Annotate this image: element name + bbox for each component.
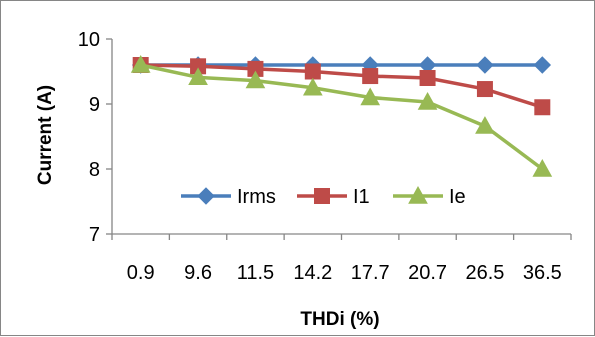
- data-point-irms: [476, 56, 494, 74]
- data-point-ie: [302, 77, 323, 96]
- data-point-ie: [245, 70, 266, 89]
- legend-marker: [408, 185, 428, 204]
- data-point-i1: [362, 68, 379, 85]
- data-point-i1: [476, 81, 493, 98]
- legend: Irms I1 Ie: [181, 185, 466, 208]
- legend-item-i1: I1: [297, 186, 370, 208]
- axes: 7 8 9 10 0.9 9.6 11.5 14.2 17.7 20.7 26.5 36.5: [78, 29, 572, 284]
- x-tick-label: 20.7: [408, 262, 447, 284]
- x-tick-label: 0.9: [127, 262, 155, 284]
- data-point-i1: [304, 63, 321, 80]
- legend-item-ie: Ie: [393, 185, 466, 208]
- x-tick-label: 26.5: [465, 262, 504, 284]
- legend-label: I1: [353, 186, 370, 208]
- legend-label: Ie: [449, 186, 466, 208]
- y-axis-title: Current (A): [35, 85, 56, 185]
- data-point-ie: [475, 116, 495, 134]
- series-line-ie: [140, 63, 544, 171]
- data-point-ie: [532, 158, 553, 177]
- legend-label: Irms: [237, 186, 276, 208]
- series-layer: [130, 54, 553, 177]
- x-axis-title: THDi (%): [300, 309, 379, 330]
- y-tick-label: 8: [89, 159, 100, 181]
- legend-marker: [197, 187, 215, 205]
- y-tick-label: 7: [89, 224, 100, 246]
- series-line-i1: [140, 63, 543, 109]
- legend-item-irms: Irms: [181, 186, 276, 208]
- x-tick-label: 36.5: [523, 262, 562, 284]
- data-point-ie: [360, 87, 381, 106]
- y-tick-label: 9: [89, 94, 100, 116]
- series-ie: [130, 54, 553, 177]
- data-point-i1: [419, 70, 436, 86]
- data-point-ie: [417, 92, 438, 110]
- data-point-i1: [534, 99, 551, 116]
- x-tick-label: 9.6: [184, 262, 212, 284]
- y-tick-label: 10: [78, 29, 100, 51]
- data-point-ie: [130, 54, 151, 73]
- data-point-ie: [188, 67, 208, 86]
- x-tick-label: 14.2: [293, 262, 332, 284]
- x-tick-label: 17.7: [351, 262, 390, 284]
- data-point-irms: [533, 56, 552, 74]
- legend-marker: [314, 188, 330, 204]
- x-tick-label: 11.5: [237, 262, 274, 284]
